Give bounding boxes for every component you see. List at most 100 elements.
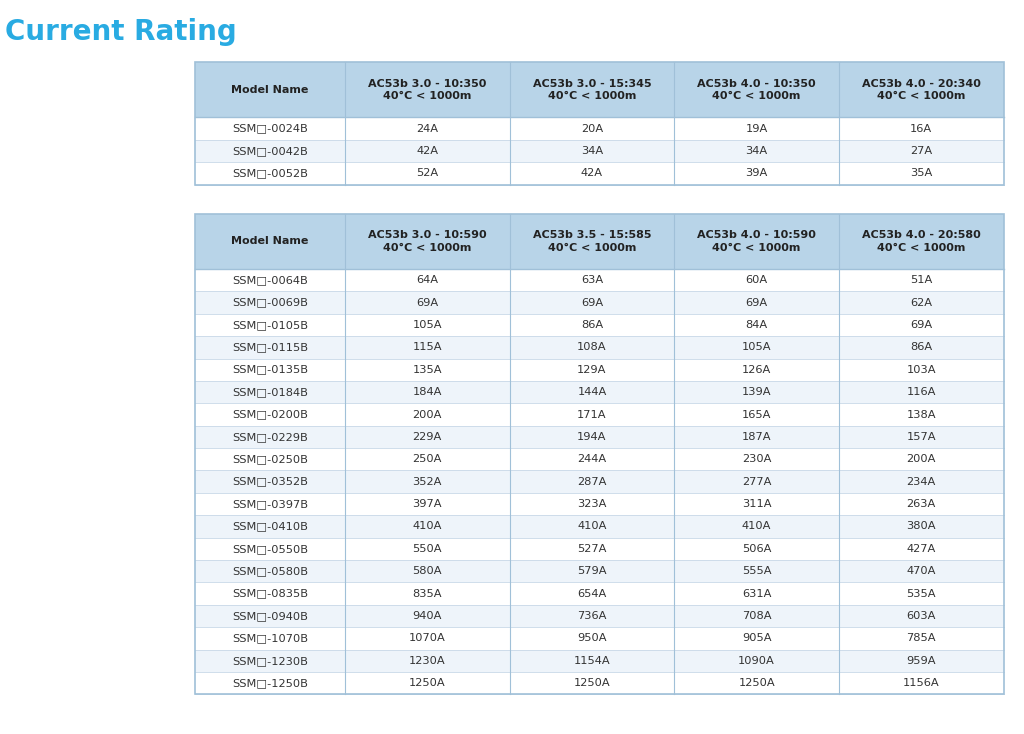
- Bar: [195, 62, 1004, 117]
- Bar: [195, 62, 1004, 185]
- Text: 785A: 785A: [906, 633, 936, 644]
- Text: 410A: 410A: [413, 521, 442, 531]
- Text: 34A: 34A: [581, 146, 603, 156]
- Text: 736A: 736A: [578, 611, 606, 621]
- Text: AC53b 4.0 - 20:580
40°C < 1000m: AC53b 4.0 - 20:580 40°C < 1000m: [862, 230, 981, 253]
- Text: 144A: 144A: [578, 387, 606, 397]
- Bar: [195, 448, 1004, 470]
- Bar: [195, 560, 1004, 582]
- Text: 16A: 16A: [910, 123, 932, 134]
- Text: 64A: 64A: [417, 275, 438, 286]
- Text: 20A: 20A: [581, 123, 603, 134]
- Text: 380A: 380A: [906, 521, 936, 531]
- Text: 187A: 187A: [741, 432, 771, 442]
- Text: 139A: 139A: [741, 387, 771, 397]
- Text: 116A: 116A: [906, 387, 936, 397]
- Bar: [195, 214, 1004, 269]
- Text: 1230A: 1230A: [409, 655, 445, 666]
- Text: 108A: 108A: [578, 342, 606, 352]
- Text: 115A: 115A: [413, 342, 442, 352]
- Text: 86A: 86A: [581, 320, 603, 330]
- Text: 1250A: 1250A: [409, 678, 445, 688]
- Bar: [195, 537, 1004, 560]
- Text: 1156A: 1156A: [903, 678, 939, 688]
- Text: 62A: 62A: [910, 297, 932, 308]
- Text: 69A: 69A: [416, 297, 438, 308]
- Text: 129A: 129A: [578, 365, 606, 375]
- Text: 52A: 52A: [416, 168, 438, 178]
- Text: 603A: 603A: [906, 611, 936, 621]
- Text: 311A: 311A: [741, 499, 771, 509]
- Text: 835A: 835A: [413, 589, 442, 599]
- Text: 105A: 105A: [741, 342, 771, 352]
- Text: 69A: 69A: [745, 297, 768, 308]
- Text: 555A: 555A: [741, 566, 771, 576]
- Text: 171A: 171A: [578, 410, 606, 420]
- Text: SSM□-0042B: SSM□-0042B: [231, 146, 307, 156]
- Text: 35A: 35A: [910, 168, 932, 178]
- Text: 194A: 194A: [578, 432, 606, 442]
- Text: 51A: 51A: [910, 275, 932, 286]
- Text: 60A: 60A: [745, 275, 768, 286]
- Text: 165A: 165A: [741, 410, 771, 420]
- Text: 1090A: 1090A: [738, 655, 775, 666]
- Text: 397A: 397A: [413, 499, 442, 509]
- Text: SSM□-1250B: SSM□-1250B: [231, 678, 307, 688]
- Bar: [195, 404, 1004, 426]
- Bar: [195, 650, 1004, 672]
- Bar: [195, 493, 1004, 515]
- Bar: [195, 426, 1004, 448]
- Text: 19A: 19A: [745, 123, 768, 134]
- Text: 229A: 229A: [413, 432, 442, 442]
- Text: AC53b 3.0 - 15:345
40°C < 1000m: AC53b 3.0 - 15:345 40°C < 1000m: [532, 79, 651, 101]
- Text: 84A: 84A: [745, 320, 768, 330]
- Text: SSM□-0250B: SSM□-0250B: [231, 454, 307, 465]
- Text: 138A: 138A: [906, 410, 936, 420]
- Bar: [195, 582, 1004, 605]
- Text: 579A: 579A: [578, 566, 606, 576]
- Text: 654A: 654A: [578, 589, 606, 599]
- Text: Current Rating: Current Rating: [5, 18, 237, 46]
- Text: 905A: 905A: [741, 633, 771, 644]
- Text: 42A: 42A: [417, 146, 438, 156]
- Bar: [195, 117, 1004, 139]
- Text: 470A: 470A: [906, 566, 936, 576]
- Text: 69A: 69A: [581, 297, 603, 308]
- Text: 230A: 230A: [741, 454, 771, 465]
- Text: 86A: 86A: [910, 342, 932, 352]
- Text: 263A: 263A: [906, 499, 936, 509]
- Text: SSM□-1230B: SSM□-1230B: [231, 655, 307, 666]
- Text: 27A: 27A: [910, 146, 932, 156]
- Bar: [195, 139, 1004, 162]
- Text: 580A: 580A: [413, 566, 442, 576]
- Text: 506A: 506A: [741, 544, 771, 554]
- Text: SSM□-0410B: SSM□-0410B: [231, 521, 307, 531]
- Text: SSM□-1070B: SSM□-1070B: [231, 633, 308, 644]
- Text: SSM□-0229B: SSM□-0229B: [231, 432, 307, 442]
- Text: SSM□-0580B: SSM□-0580B: [231, 566, 308, 576]
- Text: 708A: 708A: [741, 611, 771, 621]
- Text: 287A: 287A: [578, 476, 606, 487]
- Text: 410A: 410A: [741, 521, 771, 531]
- Text: AC53b 3.5 - 15:585
40°C < 1000m: AC53b 3.5 - 15:585 40°C < 1000m: [532, 230, 651, 253]
- Text: 535A: 535A: [906, 589, 936, 599]
- Text: 244A: 244A: [578, 454, 606, 465]
- Text: SSM□-0135B: SSM□-0135B: [231, 365, 308, 375]
- Text: Model Name: Model Name: [231, 85, 308, 95]
- Text: SSM□-0835B: SSM□-0835B: [231, 589, 308, 599]
- Text: 959A: 959A: [906, 655, 936, 666]
- Bar: [195, 515, 1004, 537]
- Bar: [195, 381, 1004, 403]
- Text: SSM□-0024B: SSM□-0024B: [231, 123, 307, 134]
- Text: SSM□-0352B: SSM□-0352B: [231, 476, 307, 487]
- Bar: [195, 672, 1004, 694]
- Text: 427A: 427A: [906, 544, 936, 554]
- Text: 950A: 950A: [578, 633, 606, 644]
- Text: 157A: 157A: [906, 432, 936, 442]
- Text: AC53b 4.0 - 10:350
40°C < 1000m: AC53b 4.0 - 10:350 40°C < 1000m: [697, 79, 816, 101]
- Text: 42A: 42A: [581, 168, 603, 178]
- Text: AC53b 4.0 - 20:340
40°C < 1000m: AC53b 4.0 - 20:340 40°C < 1000m: [862, 79, 981, 101]
- Text: SSM□-0550B: SSM□-0550B: [231, 544, 308, 554]
- Text: 550A: 550A: [413, 544, 442, 554]
- Bar: [195, 605, 1004, 627]
